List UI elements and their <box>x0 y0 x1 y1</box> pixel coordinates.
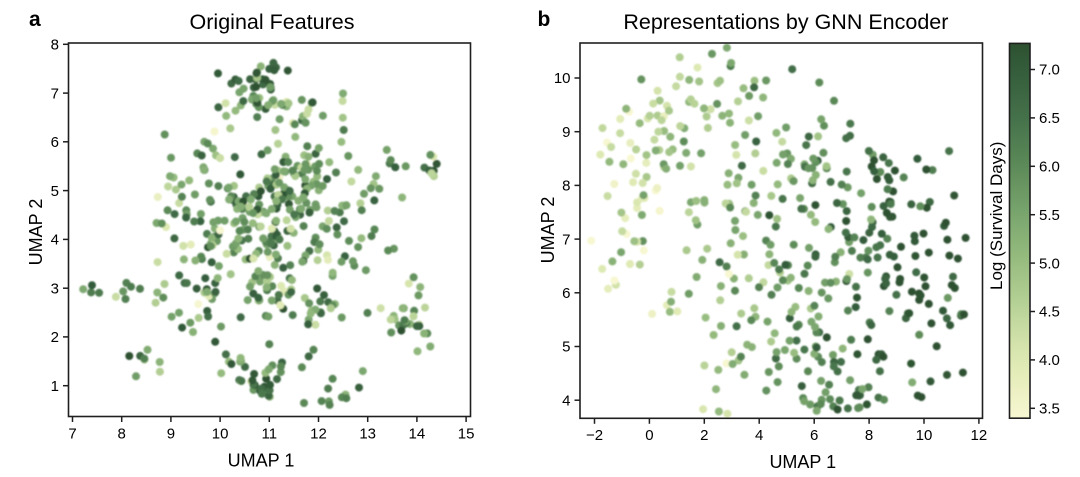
svg-text:6: 6 <box>562 285 570 302</box>
svg-text:UMAP 1: UMAP 1 <box>769 452 836 472</box>
svg-text:7: 7 <box>68 425 76 442</box>
svg-text:6: 6 <box>810 427 818 444</box>
svg-text:b: b <box>538 8 551 31</box>
svg-text:8: 8 <box>51 37 59 54</box>
svg-text:4.5: 4.5 <box>1039 304 1060 321</box>
svg-text:10: 10 <box>554 70 571 87</box>
svg-text:8: 8 <box>865 427 873 444</box>
svg-text:4: 4 <box>51 232 59 249</box>
svg-text:11: 11 <box>262 425 278 442</box>
svg-text:7: 7 <box>51 85 59 102</box>
svg-text:6.5: 6.5 <box>1039 110 1060 127</box>
svg-text:15: 15 <box>458 425 475 442</box>
svg-text:4: 4 <box>562 392 570 409</box>
svg-text:8: 8 <box>562 178 570 195</box>
svg-text:5.0: 5.0 <box>1039 255 1060 272</box>
svg-text:1: 1 <box>51 378 59 395</box>
svg-text:4: 4 <box>755 427 763 444</box>
svg-text:6: 6 <box>51 134 59 151</box>
svg-text:10: 10 <box>916 427 933 444</box>
svg-text:13: 13 <box>359 425 376 442</box>
svg-text:3.5: 3.5 <box>1039 401 1060 418</box>
svg-text:Representations by GNN Encoder: Representations by GNN Encoder <box>623 10 948 34</box>
svg-text:a: a <box>29 8 41 31</box>
svg-text:5: 5 <box>51 183 59 200</box>
svg-text:6.0: 6.0 <box>1039 159 1060 176</box>
svg-text:12: 12 <box>310 425 327 442</box>
svg-text:9: 9 <box>167 425 175 442</box>
svg-text:−2: −2 <box>586 427 603 444</box>
svg-text:UMAP 2: UMAP 2 <box>538 197 558 264</box>
svg-text:5: 5 <box>562 339 570 356</box>
svg-text:14: 14 <box>409 425 426 442</box>
svg-text:UMAP 1: UMAP 1 <box>228 451 295 471</box>
svg-text:7.0: 7.0 <box>1039 62 1060 79</box>
svg-text:9: 9 <box>562 124 570 141</box>
svg-text:3: 3 <box>51 280 59 297</box>
svg-text:Original Features: Original Features <box>190 10 355 34</box>
svg-text:7: 7 <box>562 231 570 248</box>
svg-text:2: 2 <box>700 427 708 444</box>
svg-text:Log (Survival Days): Log (Survival Days) <box>987 142 1006 290</box>
svg-text:10: 10 <box>212 425 229 442</box>
svg-text:4.0: 4.0 <box>1039 352 1060 369</box>
svg-text:8: 8 <box>118 425 126 442</box>
svg-text:2: 2 <box>51 329 59 346</box>
svg-text:UMAP 2: UMAP 2 <box>26 199 46 266</box>
svg-text:12: 12 <box>971 427 988 444</box>
svg-text:5.5: 5.5 <box>1039 207 1060 224</box>
svg-text:0: 0 <box>645 427 653 444</box>
